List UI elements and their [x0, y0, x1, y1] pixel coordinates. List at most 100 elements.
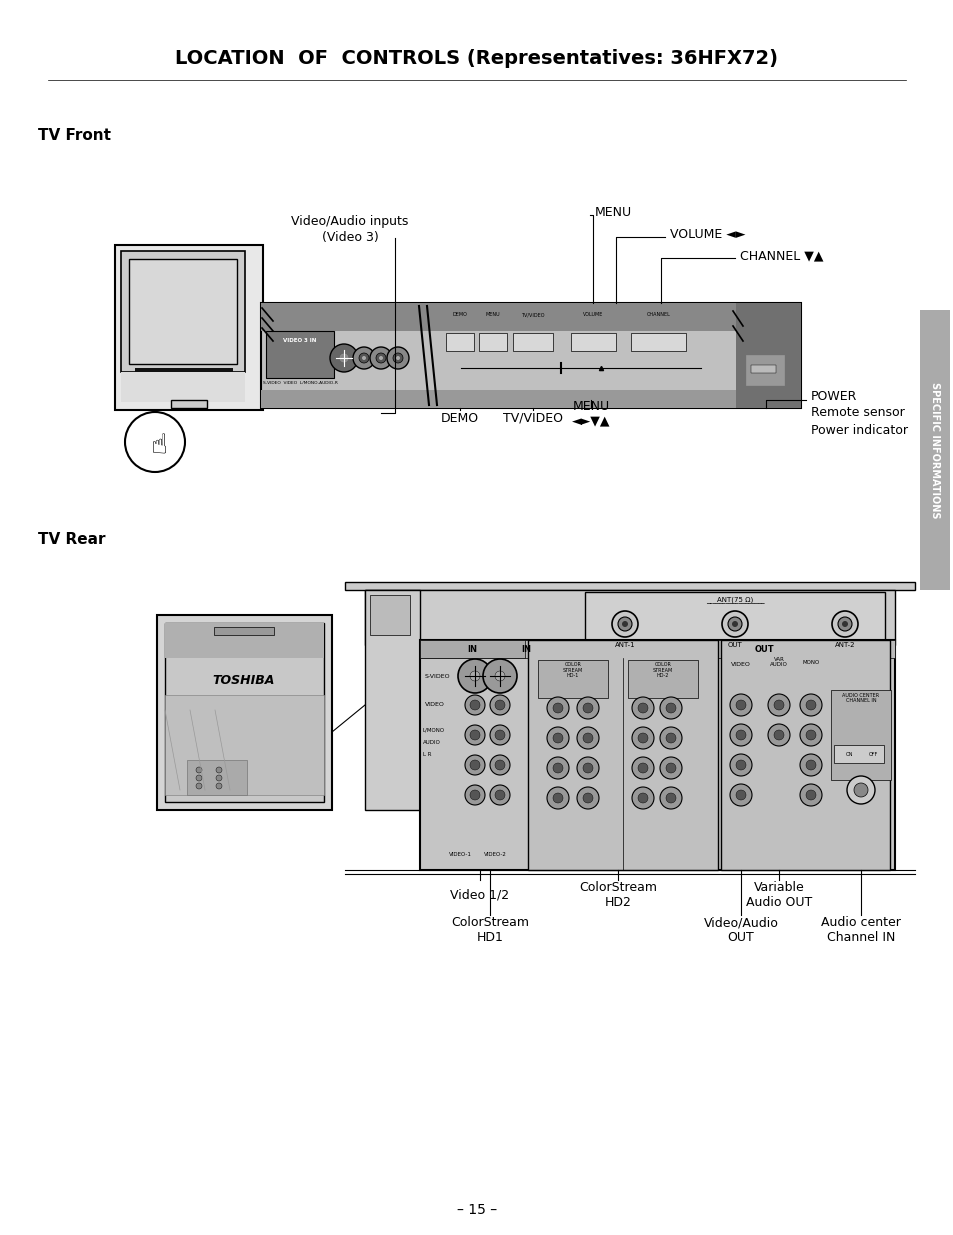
- Circle shape: [631, 757, 654, 779]
- Circle shape: [638, 703, 647, 713]
- Text: Remote sensor: Remote sensor: [810, 406, 903, 420]
- Bar: [365, 590, 419, 810]
- Circle shape: [495, 790, 504, 800]
- Text: ☜: ☜: [141, 431, 169, 457]
- Bar: [121, 372, 245, 403]
- Circle shape: [735, 730, 745, 740]
- Circle shape: [464, 785, 484, 805]
- Circle shape: [773, 700, 783, 710]
- Text: (Video 3): (Video 3): [321, 231, 378, 245]
- Circle shape: [612, 611, 638, 637]
- Bar: [478, 333, 506, 351]
- Text: IN: IN: [520, 645, 531, 653]
- Bar: [633, 640, 894, 658]
- Circle shape: [387, 347, 409, 369]
- Circle shape: [665, 793, 676, 803]
- Circle shape: [729, 784, 751, 806]
- Circle shape: [665, 763, 676, 773]
- Text: ──────────────────: ──────────────────: [705, 601, 763, 606]
- Circle shape: [546, 727, 568, 748]
- Circle shape: [490, 755, 510, 776]
- Circle shape: [553, 703, 562, 713]
- Text: TOSHIBA: TOSHIBA: [213, 673, 274, 687]
- Circle shape: [805, 730, 815, 740]
- Bar: [135, 368, 233, 372]
- Circle shape: [330, 345, 357, 372]
- Circle shape: [395, 356, 399, 359]
- Circle shape: [470, 730, 479, 740]
- Circle shape: [582, 734, 593, 743]
- Text: ◄►▼▲: ◄►▼▲: [571, 415, 610, 427]
- Circle shape: [638, 763, 647, 773]
- Bar: [735, 303, 801, 408]
- Circle shape: [553, 763, 562, 773]
- Text: AUDIO CENTER
CHANNEL IN: AUDIO CENTER CHANNEL IN: [841, 693, 879, 704]
- Circle shape: [735, 700, 745, 710]
- Circle shape: [853, 783, 867, 797]
- Bar: [115, 245, 263, 410]
- Circle shape: [470, 760, 479, 769]
- Text: MONO: MONO: [801, 659, 819, 664]
- Text: OFF: OFF: [868, 752, 878, 757]
- Circle shape: [577, 757, 598, 779]
- Circle shape: [553, 793, 562, 803]
- Text: IN: IN: [467, 645, 476, 653]
- Bar: [370, 595, 410, 635]
- Circle shape: [457, 659, 492, 693]
- Bar: [919, 310, 949, 590]
- Bar: [171, 400, 207, 408]
- Circle shape: [464, 725, 484, 745]
- Circle shape: [731, 621, 738, 627]
- Circle shape: [495, 760, 504, 769]
- Circle shape: [577, 787, 598, 809]
- Text: CHANNEL: CHANNEL: [646, 312, 670, 317]
- Text: VAR
AUDIO: VAR AUDIO: [769, 657, 787, 667]
- Text: S-VIDEO  VIDEO  L/MONO-AUDIO-R: S-VIDEO VIDEO L/MONO-AUDIO-R: [262, 382, 337, 385]
- Text: L R: L R: [422, 752, 431, 757]
- Text: Video/Audio
OUT: Video/Audio OUT: [702, 916, 778, 944]
- Circle shape: [805, 790, 815, 800]
- Circle shape: [638, 734, 647, 743]
- Text: TV Front: TV Front: [38, 127, 111, 142]
- Bar: [266, 331, 334, 378]
- Circle shape: [721, 611, 747, 637]
- Circle shape: [470, 700, 479, 710]
- Circle shape: [393, 353, 402, 363]
- Text: LOCATION  OF  CONTROLS (Representatives: 36HFX72): LOCATION OF CONTROLS (Representatives: 3…: [175, 48, 778, 68]
- Text: VIDEO-2: VIDEO-2: [483, 852, 506, 857]
- Circle shape: [841, 621, 847, 627]
- Bar: [513, 333, 553, 351]
- Circle shape: [631, 697, 654, 719]
- Circle shape: [546, 757, 568, 779]
- Text: VIDEO: VIDEO: [424, 703, 444, 708]
- Circle shape: [358, 353, 369, 363]
- Text: COLOR
STREAM
HD-1: COLOR STREAM HD-1: [562, 662, 582, 678]
- Text: ON: ON: [845, 752, 853, 757]
- Bar: [527, 640, 718, 869]
- Circle shape: [195, 783, 202, 789]
- Circle shape: [846, 776, 874, 804]
- Circle shape: [546, 697, 568, 719]
- Text: VOLUME ◄►: VOLUME ◄►: [669, 228, 744, 242]
- Circle shape: [729, 755, 751, 776]
- Circle shape: [370, 347, 392, 369]
- Circle shape: [495, 730, 504, 740]
- Circle shape: [490, 725, 510, 745]
- Text: DEMO: DEMO: [452, 312, 467, 317]
- Bar: [419, 640, 524, 658]
- Bar: [830, 690, 890, 781]
- Bar: [745, 354, 783, 385]
- Circle shape: [546, 787, 568, 809]
- Circle shape: [215, 776, 222, 781]
- Circle shape: [659, 757, 681, 779]
- Bar: [261, 303, 801, 408]
- Circle shape: [659, 787, 681, 809]
- Text: VIDEO-1: VIDEO-1: [448, 852, 471, 857]
- Bar: [833, 745, 883, 763]
- Bar: [584, 592, 884, 642]
- Circle shape: [659, 697, 681, 719]
- Circle shape: [553, 734, 562, 743]
- Text: TV/VIDEO: TV/VIDEO: [520, 312, 544, 317]
- Circle shape: [482, 659, 517, 693]
- Text: S-VIDEO: S-VIDEO: [424, 673, 450, 678]
